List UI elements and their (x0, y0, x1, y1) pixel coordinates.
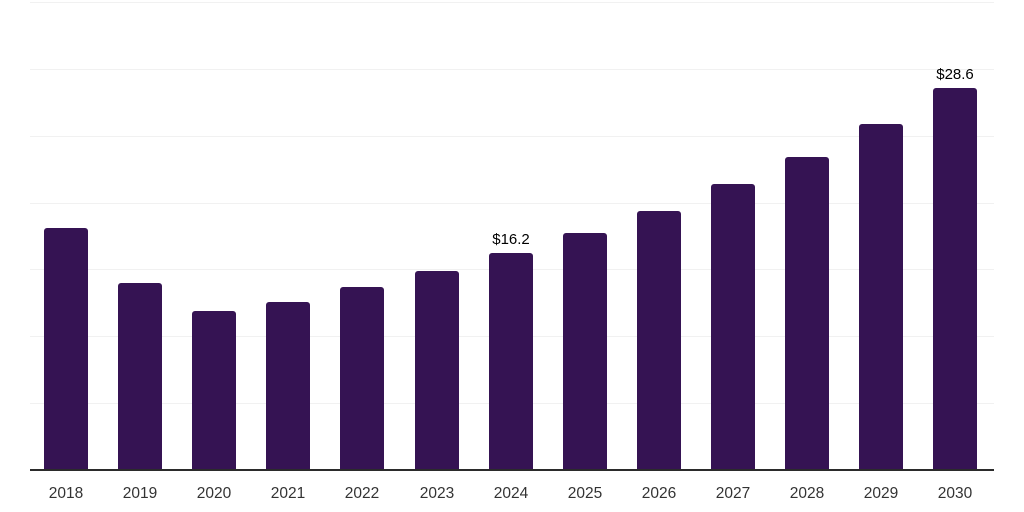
bar-2019[interactable] (118, 283, 162, 470)
x-tick-2020: 2020 (196, 485, 232, 502)
bar-2025[interactable] (563, 233, 607, 470)
bar-2029[interactable] (859, 124, 903, 470)
x-tick-2027: 2027 (715, 485, 751, 502)
bar-2026[interactable] (637, 211, 681, 470)
bar-2024[interactable] (489, 253, 533, 470)
gridline-25 (30, 136, 994, 137)
bar-2018[interactable] (44, 228, 88, 470)
x-axis-line (30, 469, 994, 471)
bar-2030[interactable] (933, 88, 977, 470)
x-tick-2030: 2030 (937, 485, 973, 502)
x-tick-2025: 2025 (567, 485, 603, 502)
bar-2023[interactable] (415, 271, 459, 470)
gridline-20 (30, 203, 994, 204)
bar-2028[interactable] (785, 157, 829, 470)
gridline-30 (30, 69, 994, 70)
bar-2027[interactable] (711, 184, 755, 470)
x-tick-2028: 2028 (789, 485, 825, 502)
data-label-2024: $16.2 (492, 231, 530, 248)
x-tick-2024: 2024 (493, 485, 529, 502)
gridline-35 (30, 2, 994, 3)
x-tick-2022: 2022 (344, 485, 380, 502)
data-label-2030: $28.6 (936, 66, 974, 83)
x-tick-2018: 2018 (48, 485, 84, 502)
bar-2021[interactable] (266, 302, 310, 470)
x-tick-2023: 2023 (419, 485, 455, 502)
bar-2020[interactable] (192, 311, 236, 470)
x-tick-2021: 2021 (270, 485, 306, 502)
bar-2022[interactable] (340, 287, 384, 470)
x-tick-2029: 2029 (863, 485, 899, 502)
x-tick-2026: 2026 (641, 485, 677, 502)
x-tick-2019: 2019 (122, 485, 158, 502)
